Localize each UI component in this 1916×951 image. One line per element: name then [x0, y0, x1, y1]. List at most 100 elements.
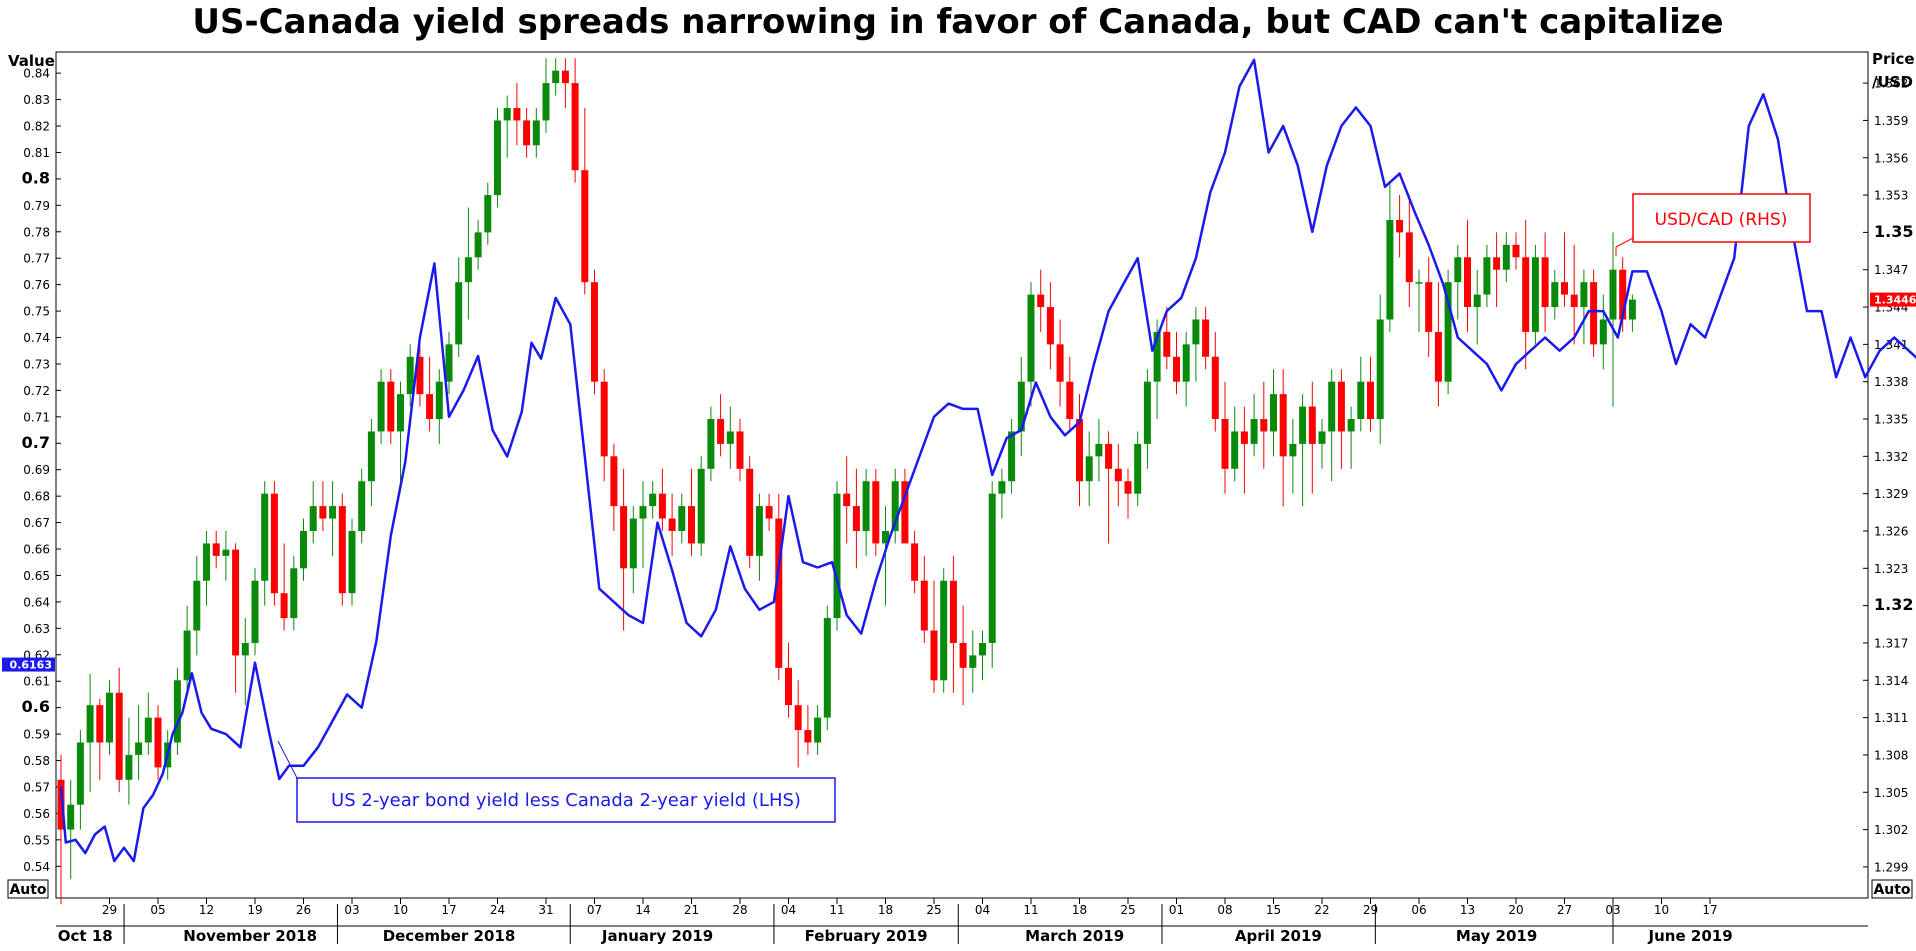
candle-body: [1095, 443, 1103, 457]
usdcad-callout-label: USD/CAD (RHS): [1655, 210, 1788, 230]
candle-body: [135, 742, 143, 755]
x-day-tick-label: 26: [296, 903, 311, 917]
candle-body: [203, 543, 210, 581]
left-tick-label: 0.78: [23, 225, 50, 239]
x-day-tick-label: 08: [1217, 903, 1232, 917]
candle-body: [1531, 257, 1539, 332]
candle-body: [1008, 431, 1016, 482]
candle-body: [222, 549, 230, 556]
candle-body: [814, 717, 822, 743]
x-month-label: February 2019: [805, 927, 928, 945]
right-auto-label: Auto: [1873, 882, 1910, 898]
candle-body: [397, 394, 404, 432]
candle-body: [600, 381, 608, 457]
left-tick-label: 0.83: [23, 93, 50, 107]
candle-body: [1124, 481, 1132, 494]
left-tick-label: 0.54: [23, 860, 50, 874]
x-day-tick-label: 01: [1169, 903, 1184, 917]
candle-body: [1551, 282, 1559, 308]
usdcad-callout-box: [1632, 193, 1811, 243]
left-tick-label: 0.61: [23, 675, 50, 689]
x-month-label: June 2019: [1648, 927, 1733, 945]
right-tick-label: 1.335: [1874, 413, 1908, 427]
candle-body: [717, 419, 725, 444]
candle-body: [1270, 394, 1277, 432]
candle-body: [338, 506, 346, 594]
candle-body: [523, 120, 531, 146]
x-day-tick-label: 03: [344, 903, 359, 917]
candle-body: [1541, 257, 1549, 308]
x-day-tick-label: 06: [1411, 903, 1426, 917]
x-day-tick-label: 12: [199, 903, 214, 917]
candle-body: [115, 692, 123, 780]
candle-body: [1027, 294, 1035, 382]
left-tick-label: 0.63: [23, 622, 50, 636]
spread-line: [59, 58, 1916, 863]
x-day-tick-label: 17: [1702, 903, 1717, 917]
candle-body: [241, 642, 249, 656]
candle-body: [862, 481, 870, 531]
x-month-label: April 2019: [1235, 927, 1322, 945]
candle-body: [552, 70, 560, 84]
candle-body: [1609, 269, 1617, 320]
candle-body: [1561, 282, 1568, 295]
x-day-tick-label: 27: [1557, 903, 1572, 917]
left-tick-label: 0.84: [23, 67, 50, 81]
left-last-value-label: 0.6163: [10, 659, 52, 672]
x-day-tick-label: 04: [975, 903, 990, 917]
candle-body: [1599, 319, 1607, 345]
left-tick-label: 0.59: [23, 728, 50, 742]
x-axis: 29 05 12 19 26 03 10 17 24 31 07 14 21 28 04 11 18 25 04 11…: [56, 898, 1868, 945]
candle-body: [1134, 443, 1142, 494]
right-tick-label: 1.299: [1874, 860, 1908, 874]
candle-body: [930, 630, 938, 681]
x-day-tick-label: 15: [1266, 903, 1281, 917]
candle-body: [406, 356, 414, 395]
candle-body: [639, 506, 647, 519]
candle-body: [464, 257, 472, 283]
candle-body: [775, 518, 783, 668]
candle-body: [290, 568, 298, 619]
right-tick-label: 1.35: [1874, 222, 1913, 241]
candle-body: [106, 692, 113, 743]
candle-body: [901, 481, 909, 544]
candle-body: [183, 630, 191, 681]
left-axis: Value0.540.550.560.570.580.590.60.610.62…: [2, 52, 61, 899]
candle-body: [1153, 331, 1161, 382]
x-day-tick-label: 10: [1654, 903, 1669, 917]
right-auto-box: [1871, 879, 1913, 899]
candle-body: [1347, 419, 1355, 432]
candle-body: [988, 493, 996, 643]
candle-body: [1396, 219, 1404, 233]
candle-body: [1143, 381, 1151, 444]
spread-callout-box: [296, 777, 836, 823]
candle-body: [1483, 257, 1491, 295]
candle-body: [1105, 443, 1113, 469]
candle-body: [193, 580, 201, 631]
candle-body: [484, 195, 492, 233]
candle-body: [668, 518, 676, 531]
candle-body: [532, 120, 540, 146]
candle-body: [1163, 331, 1171, 357]
left-auto-label: Auto: [9, 882, 46, 898]
right-tick-label: 1.347: [1874, 263, 1908, 277]
x-day-tick-label: 11: [829, 903, 844, 917]
candle-body: [1299, 406, 1307, 444]
candle-body: [1056, 344, 1064, 382]
left-tick-label: 0.56: [23, 807, 50, 821]
candle-body: [940, 580, 948, 681]
x-month-label: December 2018: [383, 927, 516, 945]
candle-body: [173, 680, 181, 743]
candle-body: [1085, 456, 1093, 482]
candle-body: [1114, 468, 1122, 482]
right-tick-label: 1.338: [1874, 375, 1908, 389]
candle-body: [426, 394, 434, 420]
candle-body: [1619, 269, 1627, 320]
annotations: USD/CAD (RHS) US 2-year bond yield less C…: [277, 193, 1811, 823]
left-tick-label: 0.82: [23, 120, 50, 134]
candle-body: [852, 506, 860, 531]
candle-body: [232, 549, 240, 656]
x-day-tick-label: 25: [926, 903, 941, 917]
candle-body: [1628, 299, 1636, 320]
right-tick-label: 1.362: [1874, 77, 1908, 91]
